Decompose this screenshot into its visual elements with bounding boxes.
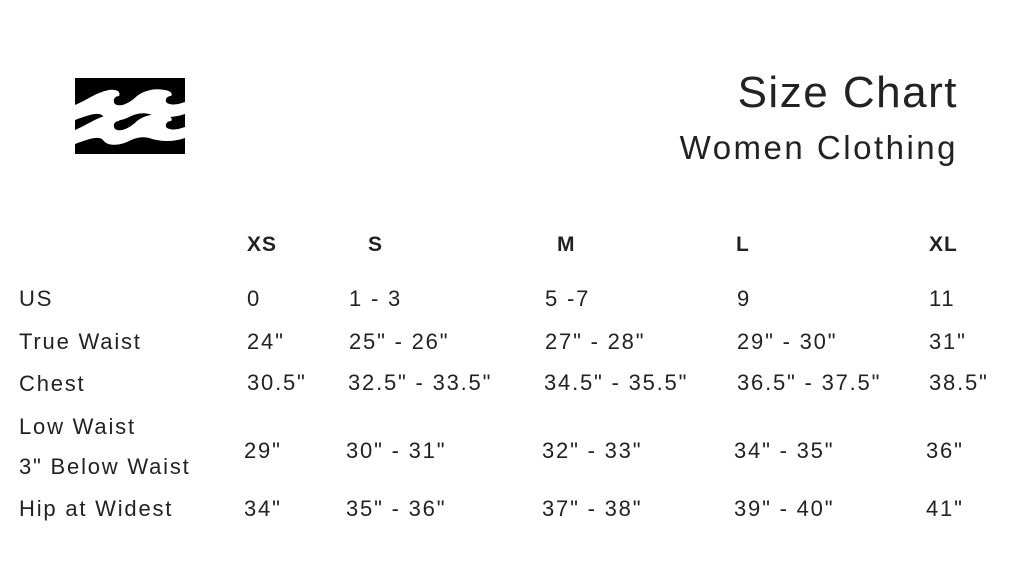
table-cell: 9: [737, 286, 752, 311]
row-label-hip: Hip at Widest: [19, 496, 174, 521]
table-cell: 37" - 38": [542, 496, 643, 521]
table-cell: 30.5": [247, 370, 307, 395]
table-cell: 25" - 26": [349, 329, 450, 354]
table-cell: 34" - 35": [734, 438, 835, 463]
table-cell: 35" - 36": [346, 496, 447, 521]
table-cell: 27" - 28": [545, 329, 646, 354]
row-label-us: US: [19, 286, 54, 311]
billabong-logo: [75, 78, 185, 154]
table-cell: 11: [929, 286, 956, 311]
page-subtitle: Women Clothing: [679, 129, 958, 166]
table-cell: 1 - 3: [349, 286, 403, 311]
table-cell: 29" - 30": [737, 329, 838, 354]
table-cell: 36.5" - 37.5": [737, 370, 882, 395]
column-header-m: M: [557, 233, 576, 256]
table-cell: 34.5" - 35.5": [544, 370, 689, 395]
table-cell: 24": [247, 329, 285, 354]
column-header-xl: XL: [929, 233, 958, 256]
row-label-low-waist-detail: 3" Below Waist: [19, 454, 191, 479]
table-cell: 36": [926, 438, 964, 463]
table-cell: 34": [244, 496, 282, 521]
table-cell: 32.5" - 33.5": [348, 370, 493, 395]
table-cell: 31": [929, 329, 967, 354]
table-cell: 29": [244, 438, 282, 463]
column-header-xs: XS: [247, 233, 278, 256]
table-cell: 38.5": [929, 370, 989, 395]
table-cell: 32" - 33": [542, 438, 643, 463]
table-cell: 41": [926, 496, 964, 521]
column-header-l: L: [736, 233, 750, 256]
row-label-chest: Chest: [19, 371, 86, 396]
table-cell: 0: [247, 286, 262, 311]
table-cell: 5 -7: [545, 286, 591, 311]
column-header-s: S: [368, 233, 384, 256]
table-cell: 39" - 40": [734, 496, 835, 521]
page-title: Size Chart: [737, 68, 958, 117]
table-cell: 30" - 31": [346, 438, 447, 463]
row-label-true-waist: True Waist: [19, 329, 142, 354]
row-label-low-waist: Low Waist: [19, 414, 136, 439]
